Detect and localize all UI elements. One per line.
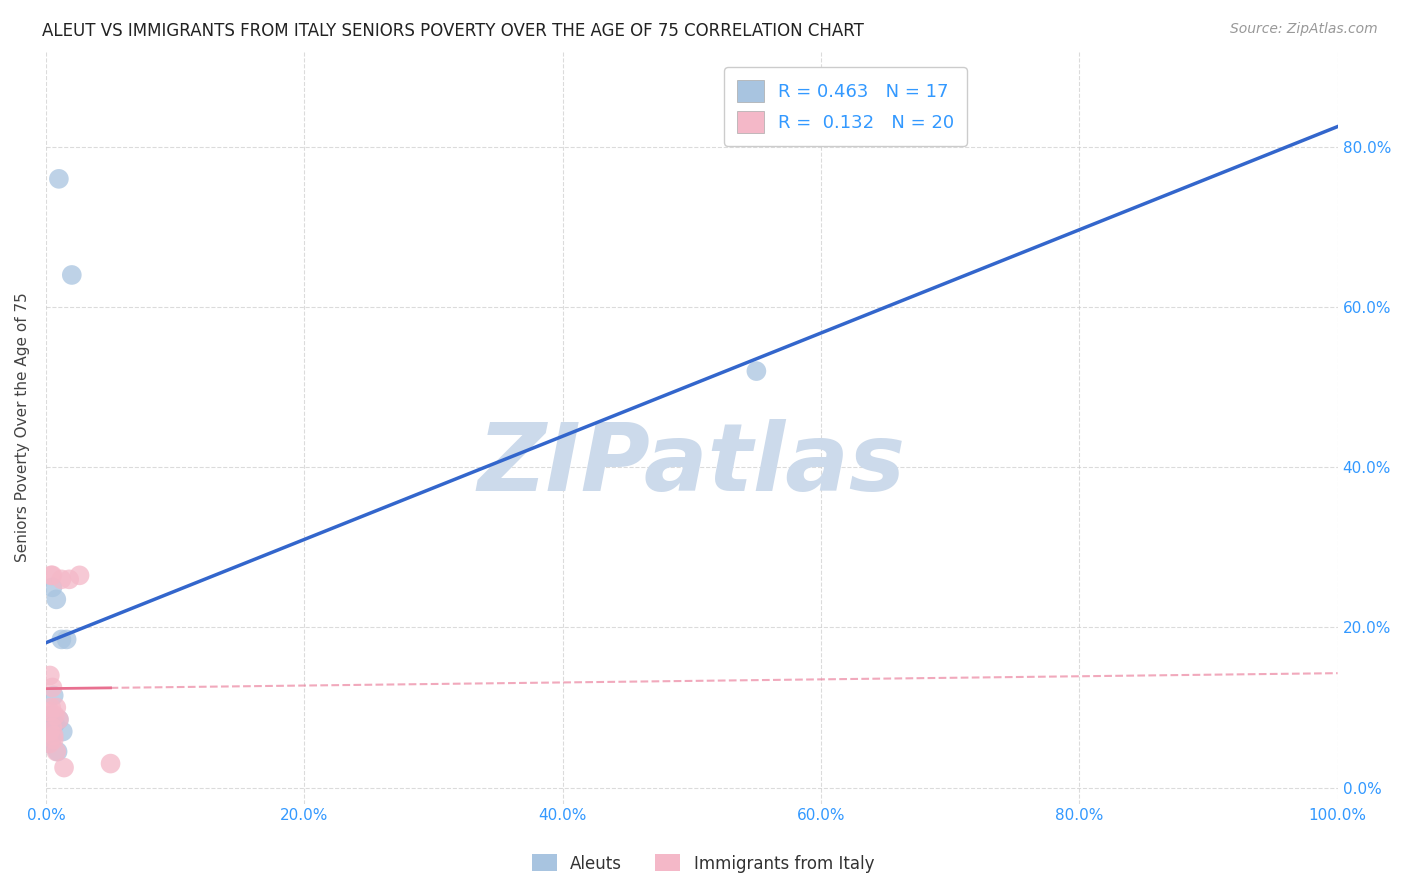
Point	[48, 713, 70, 727]
Point	[46, 745, 69, 759]
Point	[55, 632, 77, 647]
Legend: Aleuts, Immigrants from Italy: Aleuts, Immigrants from Italy	[524, 847, 882, 880]
Text: ZIPatlas: ZIPatlas	[478, 419, 905, 511]
Point	[53, 761, 76, 775]
Point	[745, 364, 768, 378]
Point	[52, 724, 75, 739]
Point	[38, 729, 60, 743]
Point	[38, 705, 60, 719]
Point	[39, 568, 62, 582]
Text: ALEUT VS IMMIGRANTS FROM ITALY SENIORS POVERTY OVER THE AGE OF 75 CORRELATION CH: ALEUT VS IMMIGRANTS FROM ITALY SENIORS P…	[42, 22, 865, 40]
Point	[48, 713, 70, 727]
Point	[41, 568, 63, 582]
Point	[41, 721, 63, 735]
Point	[41, 681, 63, 695]
Point	[38, 737, 60, 751]
Text: Source: ZipAtlas.com: Source: ZipAtlas.com	[1230, 22, 1378, 37]
Point	[41, 580, 63, 594]
Point	[38, 721, 60, 735]
Point	[45, 745, 67, 759]
Point	[45, 700, 67, 714]
Point	[38, 668, 60, 682]
Point	[38, 724, 60, 739]
Y-axis label: Seniors Poverty Over the Age of 75: Seniors Poverty Over the Age of 75	[15, 293, 30, 562]
Point	[48, 171, 70, 186]
Point	[44, 716, 66, 731]
Legend: R = 0.463   N = 17, R =  0.132   N = 20: R = 0.463 N = 17, R = 0.132 N = 20	[724, 67, 967, 145]
Point	[51, 632, 73, 647]
Point	[38, 737, 60, 751]
Point	[42, 689, 65, 703]
Point	[39, 700, 62, 714]
Point	[58, 572, 80, 586]
Point	[42, 729, 65, 743]
Point	[42, 732, 65, 747]
Point	[51, 572, 73, 586]
Point	[69, 568, 91, 582]
Point	[45, 592, 67, 607]
Point	[39, 732, 62, 747]
Point	[100, 756, 122, 771]
Point	[44, 708, 66, 723]
Point	[60, 268, 83, 282]
Point	[39, 708, 62, 723]
